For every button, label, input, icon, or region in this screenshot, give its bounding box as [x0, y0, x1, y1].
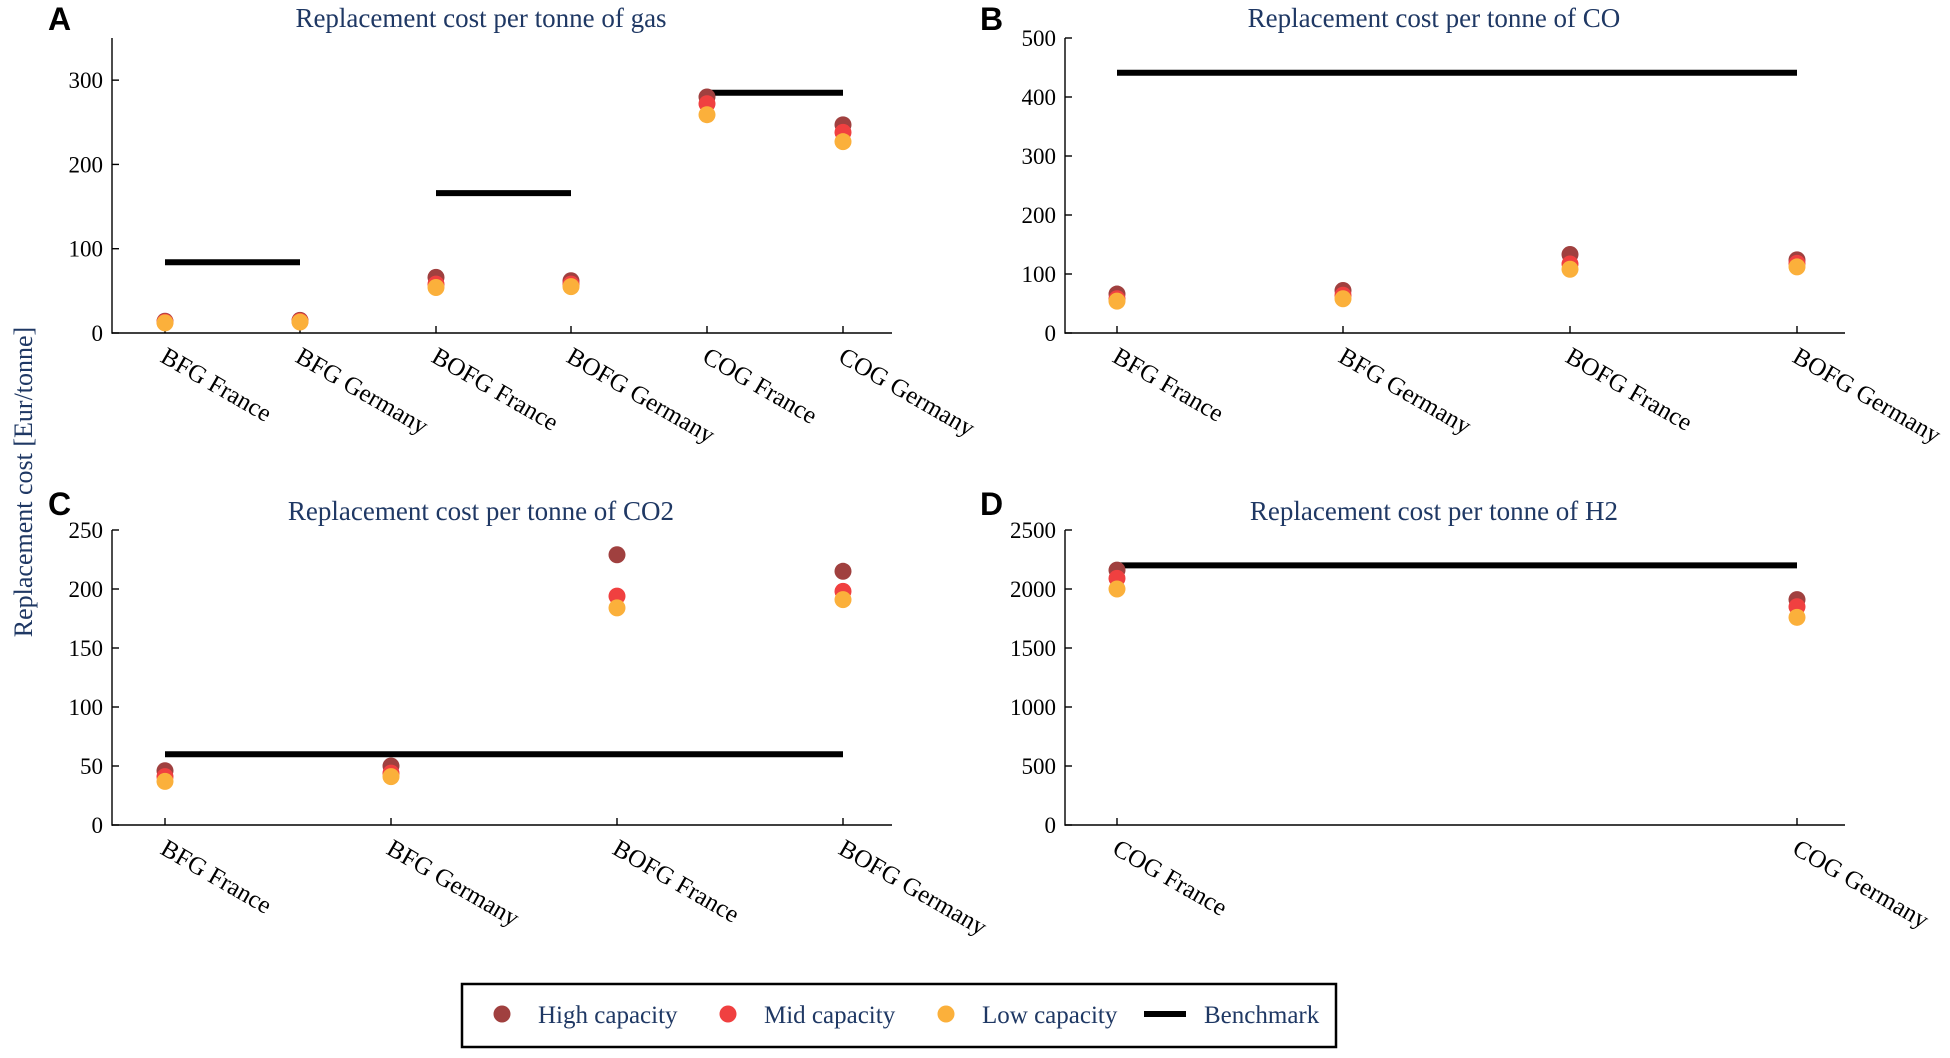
- x-tick-label-bofg-germany: BOFG Germany: [834, 835, 992, 942]
- y-tick-label: 200: [1022, 203, 1057, 228]
- y-tick-label: 100: [69, 237, 104, 262]
- point-low-capacity-bofg-france: [1561, 260, 1579, 278]
- y-tick-label: 0: [92, 813, 104, 838]
- x-tick-label-bofg-france: BOFG France: [427, 343, 563, 437]
- point-low-capacity-cog-germany: [1788, 608, 1806, 626]
- point-low-capacity-bfg-germany: [291, 313, 309, 331]
- x-tick-label-cog-france: COG France: [1108, 835, 1232, 922]
- y-tick-label: 2500: [1010, 518, 1056, 543]
- x-tick-label-bfg-germany: BFG Germany: [291, 343, 433, 441]
- point-low-capacity-bfg-germany: [1334, 290, 1352, 308]
- y-tick-label: 200: [69, 577, 104, 602]
- y-tick-label: 200: [69, 152, 104, 177]
- point-low-capacity-cog-france: [698, 106, 716, 124]
- y-tick-label: 400: [1022, 85, 1057, 110]
- point-high-capacity-bofg-germany: [834, 562, 852, 580]
- y-tick-label: 50: [80, 754, 103, 779]
- legend-item-mid-capacity: Mid capacity: [719, 1002, 896, 1029]
- y-tick-label: 500: [1022, 26, 1057, 51]
- point-low-capacity-bfg-germany: [382, 768, 400, 786]
- point-low-capacity-bofg-germany: [1788, 258, 1806, 276]
- x-tick-label-bfg-france: BFG France: [156, 835, 276, 920]
- y-tick-label: 500: [1022, 754, 1057, 779]
- point-low-capacity-bfg-france: [156, 314, 174, 332]
- point-low-capacity-bofg-france: [608, 599, 626, 617]
- legend: High capacity Mid capacity Low capacity Ben…: [460, 982, 1338, 1049]
- y-tick-label: 250: [69, 518, 104, 543]
- legend-marker-high-capacity: [493, 1005, 511, 1023]
- y-tick-label: 1500: [1010, 636, 1056, 661]
- y-tick-label: 0: [1045, 321, 1057, 346]
- x-tick-label-bfg-france: BFG France: [1108, 343, 1228, 428]
- y-tick-label: 1000: [1010, 695, 1056, 720]
- panel-a: A Replacement cost per tonne of gas 0 100 20…: [48, 1, 980, 449]
- x-tick-label-bofg-france: BOFG France: [608, 835, 744, 929]
- legend-label-high-capacity: High capacity: [538, 1002, 678, 1029]
- y-tick-label: 100: [1022, 262, 1057, 287]
- y-tick-label: 300: [69, 68, 104, 93]
- y-tick-label: 300: [1022, 144, 1057, 169]
- y-axis-label: Replacement cost [Eur/tonne]: [9, 327, 38, 637]
- point-high-capacity-bofg-france: [608, 546, 626, 564]
- y-tick-label: 0: [1045, 813, 1057, 838]
- point-low-capacity-cog-germany: [834, 133, 852, 151]
- legend-box: [460, 982, 1338, 1049]
- y-tick-label: 2000: [1010, 577, 1056, 602]
- x-tick-label-cog-france: COG France: [698, 343, 822, 430]
- x-tick-label-bofg-germany: BOFG Germany: [562, 343, 720, 450]
- legend-marker-mid-capacity: [719, 1005, 737, 1023]
- point-low-capacity-bofg-germany: [834, 591, 852, 609]
- point-low-capacity-cog-france: [1108, 580, 1126, 598]
- legend-label-low-capacity: Low capacity: [982, 1002, 1118, 1029]
- x-tick-label-bfg-germany: BFG Germany: [1334, 343, 1476, 441]
- panel-letter: B: [980, 1, 1003, 37]
- legend-marker-low-capacity: [937, 1005, 955, 1023]
- chart-title: Replacement cost per tonne of CO: [1248, 3, 1621, 33]
- x-tick-label-cog-germany: COG Germany: [1788, 835, 1934, 935]
- x-tick-label-bfg-france: BFG France: [156, 343, 276, 428]
- legend-item-benchmark: Benchmark: [1144, 1002, 1320, 1029]
- x-tick-label-bofg-germany: BOFG Germany: [1788, 343, 1946, 450]
- y-tick-label: 100: [69, 695, 104, 720]
- panel-letter: A: [48, 1, 71, 37]
- chart-title: Replacement cost per tonne of H2: [1250, 496, 1618, 526]
- panel-letter: C: [48, 486, 71, 522]
- point-low-capacity-bofg-germany: [562, 278, 580, 296]
- chart-title: Replacement cost per tonne of CO2: [288, 496, 674, 526]
- point-mid-capacity-bofg-france: [608, 587, 626, 605]
- point-low-capacity-bofg-france: [427, 278, 445, 296]
- x-tick-label-cog-germany: COG Germany: [834, 343, 980, 443]
- legend-label-benchmark: Benchmark: [1204, 1002, 1320, 1029]
- legend-item-low-capacity: Low capacity: [937, 1002, 1118, 1029]
- y-tick-label: 150: [69, 636, 104, 661]
- point-low-capacity-bfg-france: [1108, 292, 1126, 310]
- legend-item-high-capacity: High capacity: [493, 1002, 678, 1029]
- point-low-capacity-bfg-france: [156, 772, 174, 790]
- panel-b: B Replacement cost per tonne of CO 0 100 200…: [980, 1, 1946, 449]
- legend-label-mid-capacity: Mid capacity: [764, 1002, 896, 1029]
- y-tick-label: 0: [92, 321, 104, 346]
- x-tick-label-bofg-france: BOFG France: [1561, 343, 1697, 437]
- panel-letter: D: [980, 486, 1003, 522]
- panel-c: C Replacement cost per tonne of CO2 0 50 100…: [48, 486, 992, 941]
- panel-d: D Replacement cost per tonne of H2 0 500 100…: [980, 486, 1934, 934]
- chart-title: Replacement cost per tonne of gas: [295, 3, 666, 33]
- x-tick-label-bfg-germany: BFG Germany: [382, 835, 524, 933]
